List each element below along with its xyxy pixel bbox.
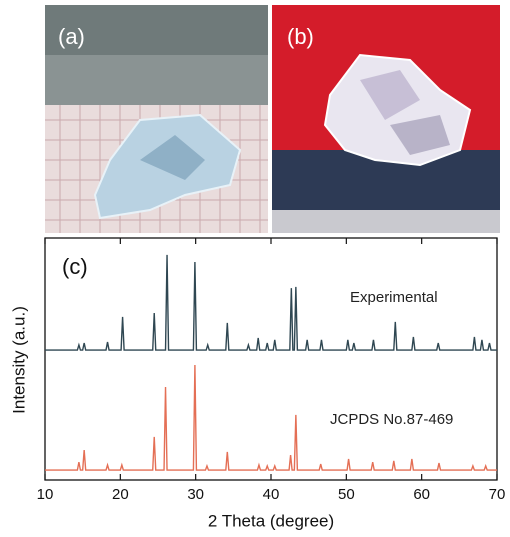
plot-frame <box>45 238 497 480</box>
panel-label: (a) <box>58 24 85 49</box>
x-tick-label: 30 <box>187 486 204 503</box>
x-tick-label: 40 <box>263 486 280 503</box>
figure: (a) (b) (c) 2 Theta (degree) Intensity (… <box>0 0 510 537</box>
x-tick-label: 60 <box>413 486 430 503</box>
x-tick-label: 70 <box>489 486 506 503</box>
x-tick-label: 50 <box>338 486 355 503</box>
series-label: JCPDS No.87-469 <box>330 411 453 428</box>
x-tick-label: 10 <box>37 486 54 503</box>
y-axis-title: Intensity (a.u.) <box>9 306 28 414</box>
x-axis-title: 2 Theta (degree) <box>208 511 334 530</box>
series-label: Experimental <box>350 289 438 306</box>
x-tick-label: 20 <box>112 486 129 503</box>
photo-a: (a) <box>45 5 268 233</box>
panel-label: (b) <box>287 24 314 49</box>
photo-b: (b) <box>272 5 500 233</box>
panel-label: (c) <box>62 254 88 279</box>
